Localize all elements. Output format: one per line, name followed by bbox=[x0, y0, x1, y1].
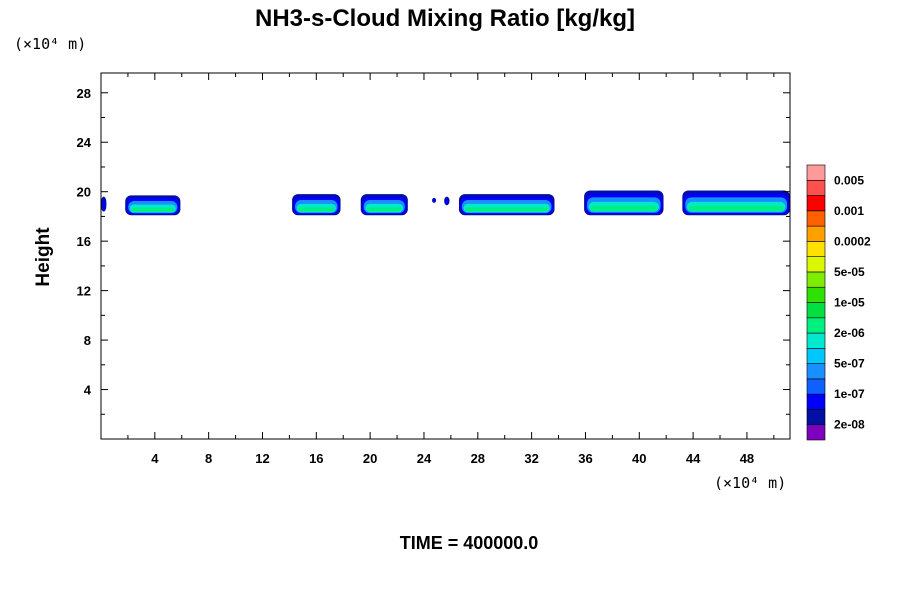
colorbar-swatch bbox=[806, 393, 826, 410]
y-tick-labels: 4 8 12 16 20 24 28 bbox=[77, 86, 92, 398]
colorbar-label: 1e-05 bbox=[834, 296, 865, 310]
y-tick-label: 16 bbox=[77, 234, 91, 249]
x-tick-label: 4 bbox=[151, 451, 159, 466]
colorbar-swatch bbox=[806, 164, 826, 181]
x-tick-label: 32 bbox=[524, 451, 538, 466]
cloud-cell bbox=[458, 194, 555, 216]
x-tick-label: 28 bbox=[471, 451, 485, 466]
x-tick-label: 8 bbox=[205, 451, 212, 466]
y-tick-label: 24 bbox=[77, 135, 92, 150]
y-axis-label: Height bbox=[33, 227, 54, 287]
plot-background bbox=[101, 73, 790, 439]
colorbar-swatch bbox=[806, 271, 826, 288]
x-tick-labels: 4 8 12 16 20 24 28 32 36 40 44 48 bbox=[151, 451, 754, 466]
cloud-cell bbox=[101, 196, 107, 212]
plot-area bbox=[100, 72, 791, 440]
colorbar-swatch bbox=[806, 409, 826, 426]
y-tick-label: 28 bbox=[77, 86, 91, 101]
x-tick-label: 20 bbox=[363, 451, 377, 466]
cloud-band bbox=[298, 207, 335, 212]
cloud-band bbox=[445, 197, 449, 205]
cloud-band bbox=[131, 207, 174, 212]
x-tick-label: 48 bbox=[740, 451, 754, 466]
colorbar bbox=[806, 164, 826, 441]
colorbar-swatch bbox=[806, 286, 826, 303]
x-tick-label: 44 bbox=[686, 451, 701, 466]
y-axis-unit: (×10⁴ m) bbox=[14, 35, 86, 53]
cloud-band bbox=[688, 205, 784, 211]
colorbar-swatch bbox=[806, 332, 826, 349]
cloud-cell bbox=[682, 190, 790, 216]
colorbar-labels: 2e-08 1e-07 5e-07 2e-06 1e-05 5e-05 0.0002 0.00… bbox=[834, 173, 871, 431]
colorbar-label: 5e-05 bbox=[834, 265, 865, 279]
cloud-band bbox=[465, 207, 549, 212]
cloud-cell bbox=[584, 190, 664, 216]
colorbar-swatch bbox=[806, 363, 826, 380]
colorbar-label: 0.001 bbox=[834, 204, 864, 218]
colorbar-swatch bbox=[806, 378, 826, 395]
colorbar-swatch bbox=[806, 256, 826, 273]
plot-frame bbox=[100, 72, 791, 440]
colorbar-swatch bbox=[806, 348, 826, 364]
y-tick-label: 4 bbox=[84, 383, 92, 398]
cloud-cell bbox=[360, 194, 408, 216]
colorbar-swatch bbox=[806, 302, 826, 319]
colorbar-swatch bbox=[806, 424, 826, 441]
y-tick-label: 12 bbox=[77, 284, 91, 299]
cloud-cell bbox=[125, 195, 181, 216]
colorbar-swatch bbox=[806, 195, 826, 212]
colorbar-label: 0.0002 bbox=[834, 234, 871, 248]
colorbar-swatch bbox=[806, 225, 826, 242]
cloud-band bbox=[590, 205, 658, 211]
colorbar-swatch bbox=[806, 210, 826, 227]
colorbar-swatch bbox=[806, 179, 826, 196]
cloud-layer bbox=[101, 190, 790, 216]
x-tick-label: 12 bbox=[255, 451, 269, 466]
x-axis-unit: (×10⁴ m) bbox=[714, 474, 786, 492]
cloud-cell bbox=[432, 197, 437, 203]
x-tick-label: 36 bbox=[578, 451, 592, 466]
colorbar-swatch bbox=[806, 317, 826, 334]
x-tick-label: 40 bbox=[632, 451, 646, 466]
chart-title: NH3-s-Cloud Mixing Ratio [kg/kg] bbox=[255, 5, 635, 32]
axis-ticks bbox=[101, 73, 790, 439]
colorbar-label: 2e-06 bbox=[834, 326, 865, 340]
time-label: TIME = 400000.0 bbox=[400, 533, 539, 553]
colorbar-label: 5e-07 bbox=[834, 357, 865, 371]
colorbar-label: 1e-07 bbox=[834, 387, 865, 401]
cloud-cell bbox=[444, 196, 450, 206]
colorbar-label: 0.005 bbox=[834, 173, 864, 187]
cloud-band bbox=[433, 198, 436, 203]
cloud-band bbox=[367, 207, 402, 212]
y-tick-label: 20 bbox=[77, 185, 91, 200]
x-tick-label: 16 bbox=[309, 451, 323, 466]
colorbar-swatch bbox=[806, 241, 826, 257]
colorbar-label: 2e-08 bbox=[834, 418, 865, 432]
cloud-cell bbox=[292, 194, 341, 216]
x-tick-label: 24 bbox=[417, 451, 432, 466]
cloud-band bbox=[102, 198, 106, 211]
y-tick-label: 8 bbox=[84, 333, 91, 348]
